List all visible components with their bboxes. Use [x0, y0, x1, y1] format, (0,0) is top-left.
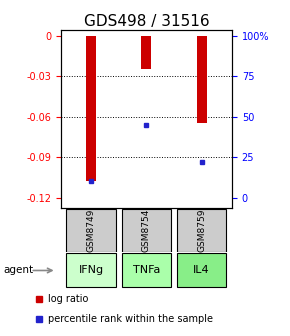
FancyBboxPatch shape: [177, 209, 226, 252]
FancyBboxPatch shape: [122, 253, 171, 288]
Text: agent: agent: [3, 265, 33, 276]
Bar: [86, 36, 96, 181]
Text: percentile rank within the sample: percentile rank within the sample: [48, 314, 213, 324]
Bar: [197, 36, 206, 123]
Text: GSM8749: GSM8749: [87, 208, 96, 252]
FancyBboxPatch shape: [177, 253, 226, 288]
Bar: [142, 36, 151, 69]
Title: GDS498 / 31516: GDS498 / 31516: [84, 14, 209, 29]
Text: IL4: IL4: [193, 265, 210, 276]
FancyBboxPatch shape: [122, 209, 171, 252]
Text: GSM8759: GSM8759: [197, 208, 206, 252]
FancyBboxPatch shape: [66, 253, 116, 288]
Text: log ratio: log ratio: [48, 294, 88, 304]
Text: GSM8754: GSM8754: [142, 208, 151, 252]
Text: TNFa: TNFa: [133, 265, 160, 276]
Text: IFNg: IFNg: [79, 265, 104, 276]
FancyBboxPatch shape: [66, 209, 116, 252]
